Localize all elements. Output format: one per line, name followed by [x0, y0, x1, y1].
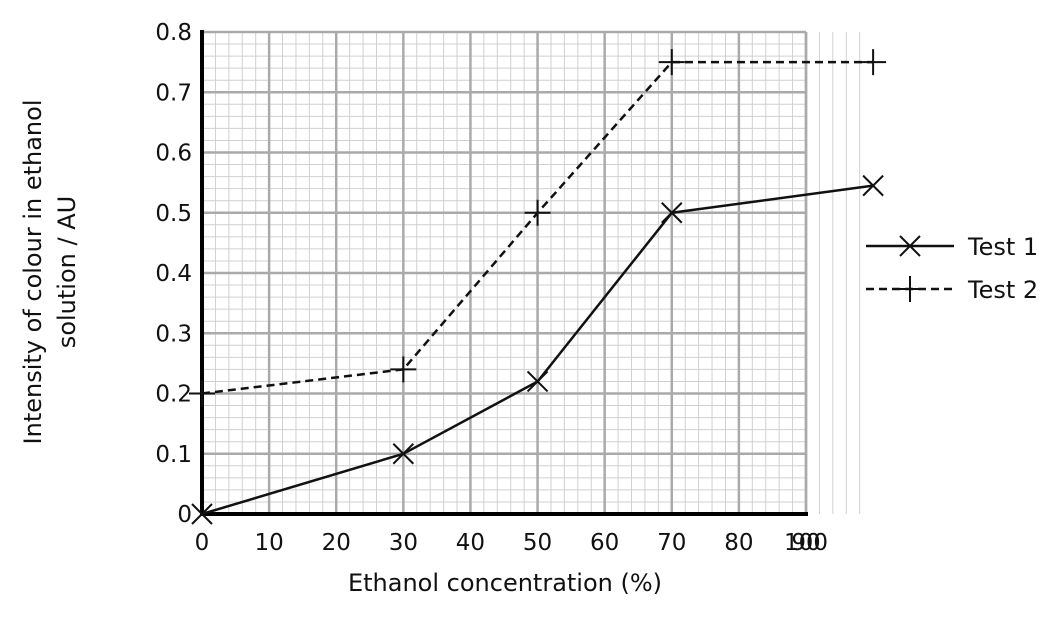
data-point — [191, 503, 213, 525]
series-1 — [191, 174, 884, 525]
grid — [200, 30, 861, 516]
legend: Test 1 Test 2 — [866, 233, 1038, 304]
marker-stroke — [899, 235, 921, 257]
x-tick-label: 10 — [254, 530, 283, 556]
axes — [200, 30, 808, 516]
legend-item-2: Test 2 — [866, 276, 1038, 304]
x-tick-label: 60 — [590, 530, 619, 556]
x-tick-label: 80 — [724, 530, 753, 556]
data-point — [189, 380, 215, 407]
data-point — [390, 356, 417, 383]
x-tick-label: 50 — [523, 530, 552, 556]
legend-label: Test 1 — [967, 233, 1038, 261]
x-tick-label: 30 — [389, 530, 418, 556]
y-tick-label: 0.7 — [155, 80, 192, 106]
data-point — [661, 202, 683, 224]
data-point — [526, 370, 549, 393]
y-tick-label: 0.6 — [155, 141, 192, 167]
x-tick-label: 0 — [195, 530, 210, 556]
y-tick-label: 0.5 — [155, 201, 192, 227]
series — [189, 49, 887, 525]
x-tick-label: 100 — [784, 530, 828, 556]
y-tick-label: 0 — [177, 502, 192, 528]
marker-stroke — [526, 370, 549, 393]
x-axis-title: Ethanol concentration (%) — [348, 569, 662, 597]
data-point — [862, 174, 884, 197]
y-tick-label: 0.3 — [155, 321, 192, 347]
y-tick-label: 0.4 — [155, 261, 192, 287]
legend-item-1: Test 1 — [866, 233, 1038, 261]
data-point — [392, 443, 415, 465]
y-tick-labels: 0 0.1 0.2 0.3 0.4 0.5 0.6 0.7 0.8 — [155, 20, 192, 528]
y-tick-label: 0.2 — [155, 382, 192, 408]
x-tick-label: 20 — [322, 530, 351, 556]
y-tick-label: 0.8 — [155, 20, 192, 46]
y-tick-label: 0.1 — [155, 442, 192, 468]
x-tick-label: 90 — [791, 530, 820, 556]
data-point — [658, 49, 685, 76]
y-axis-title-line-2: solution / AU — [53, 196, 81, 348]
marker-stroke — [862, 174, 884, 197]
marker-stroke — [661, 202, 683, 224]
legend-label: Test 2 — [967, 276, 1038, 304]
marker-stroke — [191, 503, 213, 525]
x-tick-label: 70 — [657, 530, 686, 556]
x-tick-label: 40 — [456, 530, 485, 556]
data-point — [524, 199, 551, 226]
series-2 — [189, 49, 887, 407]
y-axis-title: Intensity of colour in ethanol solution … — [19, 100, 81, 445]
y-axis-title-line-1: Intensity of colour in ethanol — [19, 100, 47, 445]
data-point — [860, 49, 887, 76]
marker-stroke — [392, 443, 415, 465]
